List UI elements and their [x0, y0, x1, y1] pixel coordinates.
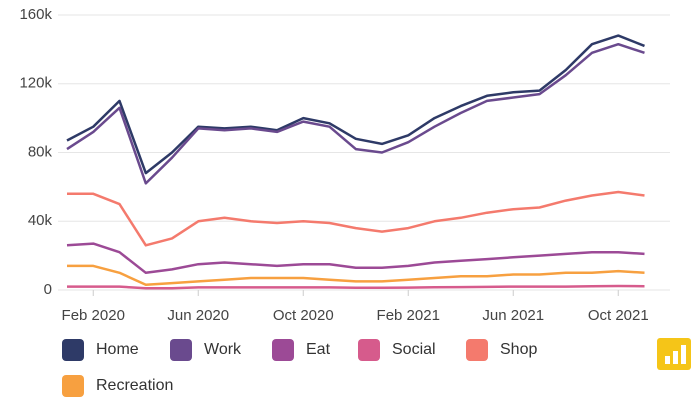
y-tick-label: 160k [19, 6, 52, 23]
legend-swatch [272, 339, 294, 361]
legend-label: Social [392, 341, 436, 358]
legend-label: Eat [306, 341, 331, 358]
series-line [66, 34, 645, 175]
legend-label: Home [96, 341, 139, 358]
x-tick-label: Jun 2021 [482, 307, 544, 324]
series-line [67, 284, 645, 290]
series-line [67, 264, 645, 287]
x-tick-label: Jun 2020 [167, 307, 229, 324]
legend-swatch [62, 375, 84, 397]
x-tick-label: Feb 2020 [62, 307, 125, 324]
legend-swatch [466, 339, 488, 361]
y-tick-label: 80k [28, 143, 53, 160]
y-tick-label: 0 [44, 281, 52, 298]
y-tick-label: 120k [19, 75, 52, 92]
legend-label: Recreation [96, 377, 173, 394]
legend-label: Work [204, 341, 242, 358]
x-tick-label: Oct 2021 [588, 307, 649, 324]
legend-swatch [170, 339, 192, 361]
legend: Home Work Eat Social Shop Recreation [62, 339, 537, 397]
x-tick-label: Oct 2020 [273, 307, 334, 324]
legend-swatch [62, 339, 84, 361]
y-tick-label: 40k [28, 212, 53, 229]
x-tick-label: Feb 2021 [377, 307, 440, 324]
legend-label: Shop [500, 341, 537, 358]
series-line [67, 190, 645, 247]
series-line [66, 42, 645, 185]
app-icon [657, 338, 691, 370]
series-line [66, 242, 645, 275]
legend-swatch [358, 339, 380, 361]
